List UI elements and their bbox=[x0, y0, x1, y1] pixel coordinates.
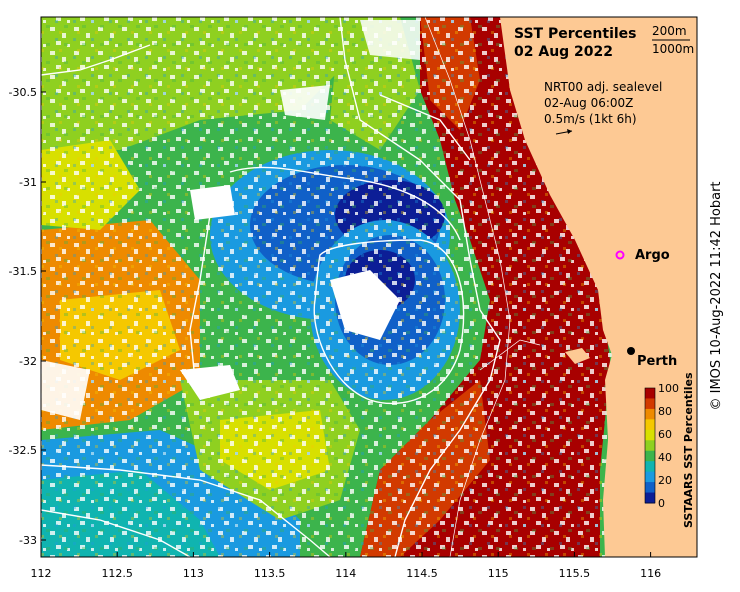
colorbar-segment bbox=[645, 408, 655, 420]
colorbar-label: SSTAARS SST Percentiles bbox=[682, 372, 695, 528]
colorbar-segment bbox=[645, 419, 655, 431]
x-tick-label: 115 bbox=[488, 567, 509, 580]
colorbar: 100 80 60 40 20 0 bbox=[644, 382, 679, 510]
x-axis: 112 112.5 113 113.5 114 114.5 115 115.5 116 bbox=[31, 552, 661, 580]
current-scale-arrow bbox=[555, 129, 573, 135]
x-tick-label: 112 bbox=[31, 567, 52, 580]
colorbar-segment bbox=[645, 388, 655, 399]
y-tick-label: -32.5 bbox=[9, 444, 37, 457]
bathymetry-contours bbox=[41, 17, 501, 557]
y-tick-label: -32 bbox=[19, 355, 37, 368]
y-tick-label: -31.5 bbox=[9, 265, 37, 278]
colorbar-segment bbox=[645, 461, 655, 473]
colorbar-tick-label: 100 bbox=[658, 382, 679, 395]
credit-text: © IMOS 10-Aug-2022 11:42 Hobart bbox=[709, 181, 724, 411]
colorbar-tick-label: 20 bbox=[658, 474, 672, 487]
colorbar-tick-label: 80 bbox=[658, 405, 672, 418]
colorbar-segment bbox=[645, 492, 655, 504]
map-title: SST Percentiles bbox=[514, 26, 637, 42]
plot-frame bbox=[40, 16, 698, 558]
y-tick-label: -33 bbox=[19, 534, 37, 547]
colorbar-tick-label: 0 bbox=[658, 497, 665, 510]
colorbar-frame bbox=[644, 387, 656, 504]
argo-marker bbox=[615, 250, 625, 260]
y-tick-label: -31 bbox=[19, 176, 37, 189]
colorbar-tick-label: 60 bbox=[658, 428, 672, 441]
colorbar-segment bbox=[645, 440, 655, 452]
contour-legend-1000m: 1000m bbox=[652, 42, 694, 56]
x-tick-label: 114.5 bbox=[406, 567, 438, 580]
argo-label: Argo bbox=[635, 248, 670, 263]
x-tick-label: 115.5 bbox=[559, 567, 591, 580]
current-info-time: 02-Aug 06:00Z bbox=[544, 96, 633, 110]
y-axis: -30.5 -31 -31.5 -32 -32.5 -33 bbox=[9, 86, 46, 547]
y-tick-label: -30.5 bbox=[9, 86, 37, 99]
colorbar-segment bbox=[645, 429, 655, 441]
contour-legend-200m: 200m bbox=[652, 24, 687, 38]
x-tick-label: 113.5 bbox=[254, 567, 286, 580]
x-tick-label: 114 bbox=[335, 567, 356, 580]
sst-field bbox=[41, 17, 697, 557]
colorbar-segment bbox=[645, 398, 655, 410]
map-date: 02 Aug 2022 bbox=[514, 44, 613, 60]
x-tick-label: 112.5 bbox=[101, 567, 133, 580]
perth-label: Perth bbox=[637, 354, 677, 369]
colorbar-tick-label: 40 bbox=[658, 451, 672, 464]
current-info-source: NRT00 adj. sealevel bbox=[544, 80, 662, 94]
colorbar-segment bbox=[645, 482, 655, 494]
colorbar-segment bbox=[645, 450, 655, 462]
x-tick-label: 116 bbox=[640, 567, 661, 580]
current-info-scale: 0.5m/s (1kt 6h) bbox=[544, 112, 637, 126]
perth-marker bbox=[627, 347, 635, 355]
colorbar-segment bbox=[645, 471, 655, 483]
x-tick-label: 113 bbox=[183, 567, 204, 580]
